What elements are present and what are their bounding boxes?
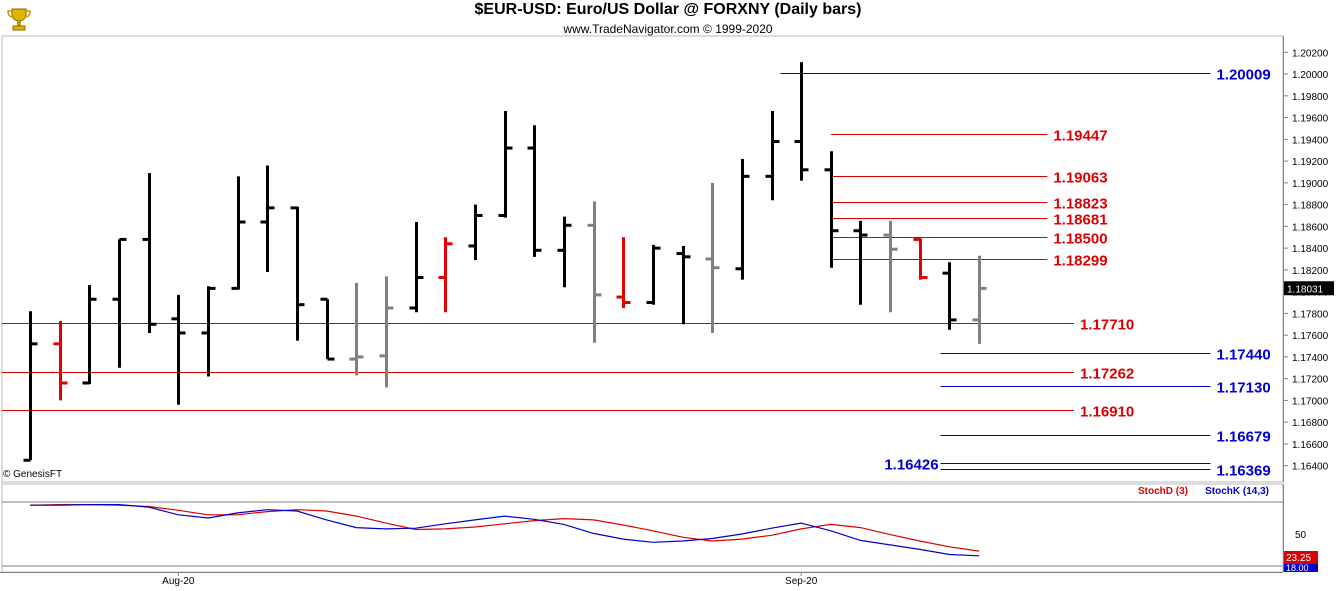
y-tick-label: 1.18600 (1292, 222, 1329, 233)
y-tick-label: 1.19800 (1292, 92, 1329, 103)
ohlc-bar (53, 321, 68, 401)
ohlc-bar (112, 237, 127, 368)
ohlc-bar (260, 165, 275, 273)
stoch-k-last-box (1284, 564, 1318, 572)
ohlc-bar (23, 311, 38, 462)
y-tick-label: 1.16800 (1292, 418, 1329, 429)
stoch-d-last-label: 23.25 (1286, 553, 1311, 564)
y-tick-label: 1.17600 (1292, 331, 1329, 342)
y-tick-label: 1.18400 (1292, 244, 1329, 255)
ohlc-bar (201, 286, 216, 377)
ohlc-bar (231, 176, 246, 290)
stoch-k-last-label: 18.00 (1286, 563, 1309, 573)
level-label: 1.19447 (1053, 128, 1107, 145)
y-tick-label: 1.19200 (1292, 157, 1329, 168)
level-label: 1.16369 (1216, 463, 1270, 480)
x-tick-label: Aug-20 (162, 576, 195, 587)
level-label: 1.17130 (1216, 380, 1270, 397)
ohlc-bar (142, 173, 157, 333)
ohlc-bar (379, 276, 394, 388)
y-tick-label: 1.18200 (1292, 266, 1329, 277)
last-price-box (1284, 281, 1334, 296)
ohlc-bar (676, 245, 691, 325)
y-tick-label: 1.19600 (1292, 114, 1329, 125)
stoch-d-legend: StochD (3) (1138, 486, 1188, 497)
y-tick-label: 1.18800 (1292, 201, 1329, 212)
level-label: 1.16910 (1080, 404, 1134, 421)
y-tick-label: 1.16600 (1292, 440, 1329, 451)
level-label: 1.18681 (1053, 212, 1107, 229)
ohlc-bar (587, 201, 602, 343)
level-label: 1.18500 (1053, 231, 1107, 248)
stoch-k-legend: StochK (14,3) (1205, 486, 1269, 497)
y-tick-label: 1.17200 (1292, 375, 1329, 386)
ohlc-bar (616, 237, 631, 308)
ohlc-bar (646, 244, 661, 305)
ohlc-bar (290, 206, 305, 341)
last-price-label: 1.18031 (1287, 284, 1324, 295)
stochastic-panel (1, 483, 1284, 573)
ohlc-bar (735, 158, 750, 280)
stoch-tick-label: 50 (1295, 530, 1307, 541)
y-tick-label: 1.20200 (1292, 48, 1329, 59)
y-tick-label: 1.17000 (1292, 396, 1329, 407)
ohlc-bar (942, 262, 957, 330)
chart-title: $EUR-USD: Euro/US Dollar @ FORXNY (Daily… (474, 1, 862, 18)
ohlc-bar (913, 237, 928, 280)
ohlc-bar (972, 255, 987, 344)
ohlc-bar (705, 182, 720, 333)
ohlc-bar (794, 62, 809, 181)
y-tick-label: 1.16400 (1292, 462, 1329, 473)
level-label: 1.19063 (1053, 170, 1107, 187)
price-plot-area (1, 35, 1284, 483)
stoch-d-line (29, 504, 980, 552)
level-label: 1.18823 (1053, 196, 1107, 213)
level-label: 1.17710 (1080, 317, 1134, 334)
level-label: 1.18299 (1053, 253, 1107, 270)
ohlc-bar (409, 222, 424, 313)
y-tick-label: 1.20000 (1292, 70, 1329, 81)
ohlc-bar (438, 237, 453, 313)
level-label: 1.16426 (884, 457, 938, 474)
ohlc-bar (349, 282, 364, 376)
ohlc-bar (468, 204, 483, 261)
ohlc-bar (883, 220, 898, 313)
level-label: 1.17262 (1080, 366, 1134, 383)
ohlc-bar (557, 216, 572, 288)
x-tick-label: Sep-20 (785, 576, 818, 587)
ohlc-bar (824, 151, 839, 268)
y-tick-label: 1.19400 (1292, 135, 1329, 146)
level-label: 1.20009 (1216, 67, 1270, 84)
ohlc-bar (320, 297, 335, 361)
ohlc-bar (527, 125, 542, 257)
stoch-d-last-box (1284, 551, 1318, 564)
y-tick-label: 1.17400 (1292, 353, 1329, 364)
y-tick-label: 1.19000 (1292, 179, 1329, 190)
y-tick-label: 1.17800 (1292, 309, 1329, 320)
ohlc-bar (498, 111, 513, 218)
level-label: 1.16679 (1216, 429, 1270, 446)
ohlc-bar (82, 285, 97, 385)
ohlc-bar (853, 220, 868, 305)
watermark-text: © GenesisFT (3, 469, 62, 480)
ohlc-bar (765, 111, 780, 201)
ohlc-bar (171, 294, 186, 405)
level-label: 1.17440 (1216, 347, 1270, 364)
chart-subtitle: www.TradeNavigator.com © 1999-2020 (563, 22, 773, 36)
stoch-k-line (30, 504, 980, 557)
trophy-icon (5, 5, 33, 33)
